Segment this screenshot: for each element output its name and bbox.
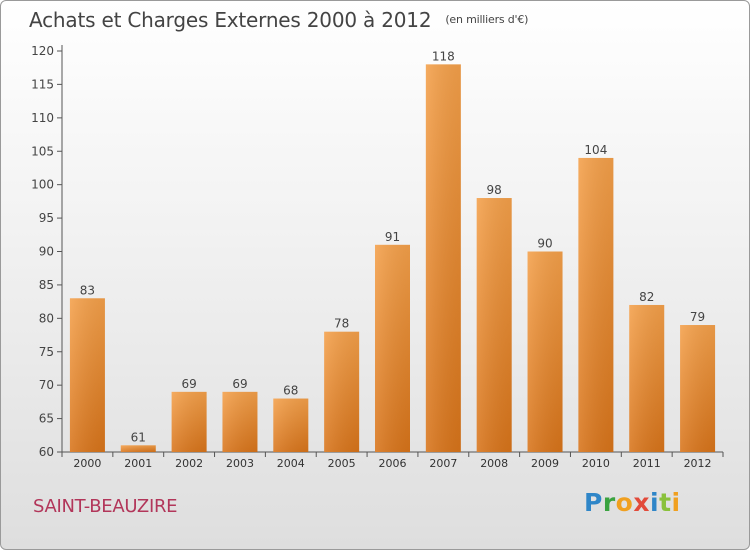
x-tick-label: 2007 — [429, 457, 457, 470]
y-tick-label: 105 — [31, 144, 54, 158]
x-tick-label: 2004 — [277, 457, 305, 470]
x-tick-label: 2011 — [633, 457, 661, 470]
bar-shade — [324, 331, 360, 452]
commune-name: SAINT-BEAUZIRE — [33, 496, 178, 517]
y-tick-label: 60 — [39, 445, 54, 459]
bar-value-label: 61 — [131, 430, 146, 444]
y-tick-label: 95 — [39, 211, 54, 225]
bar-value-label: 78 — [334, 317, 349, 331]
x-tick-label: 2009 — [531, 457, 559, 470]
y-tick-label: 70 — [39, 378, 54, 392]
x-tick-label: 2002 — [175, 457, 203, 470]
bar-shade — [680, 325, 716, 452]
chart-title-text: Achats et Charges Externes 2000 à 2012 — [29, 8, 432, 32]
bar-shade — [120, 445, 156, 452]
y-tick-label: 85 — [39, 278, 54, 292]
bar-value-label: 118 — [432, 49, 455, 63]
x-tick-label: 2003 — [226, 457, 254, 470]
bar-value-label: 90 — [537, 237, 552, 251]
proxiti-logo: Proxiti — [584, 488, 681, 517]
bar-shade — [476, 198, 512, 452]
bar-shade — [171, 391, 207, 452]
x-tick-label: 2001 — [124, 457, 152, 470]
chart-title: Achats et Charges Externes 2000 à 2012 (e… — [29, 8, 528, 32]
bar-shade — [578, 157, 614, 452]
bar-value-label: 68 — [283, 384, 298, 398]
x-tick-label: 2008 — [480, 457, 508, 470]
y-tick-label: 80 — [39, 311, 54, 325]
x-tick-label: 2010 — [582, 457, 610, 470]
bar-shade — [527, 251, 563, 452]
bar-shade — [375, 244, 410, 452]
chart-unit-label: (en milliers d'€) — [445, 13, 529, 26]
x-tick-label: 2005 — [328, 457, 356, 470]
bar-value-label: 98 — [487, 183, 502, 197]
y-tick-label: 75 — [39, 345, 54, 359]
y-tick-label: 115 — [31, 77, 54, 91]
bar-shade — [425, 64, 461, 452]
bar-value-label: 82 — [639, 290, 654, 304]
bar-shade — [222, 391, 258, 452]
bar-value-label: 69 — [232, 377, 247, 391]
y-tick-label: 120 — [31, 44, 54, 58]
y-tick-label: 65 — [39, 412, 54, 426]
bar-shade — [273, 398, 309, 452]
bar-value-label: 69 — [181, 377, 196, 391]
x-tick-label: 2000 — [73, 457, 101, 470]
y-tick-label: 100 — [31, 178, 54, 192]
x-tick-label: 2012 — [684, 457, 712, 470]
bar-value-label: 91 — [385, 230, 400, 244]
y-tick-label: 90 — [39, 245, 54, 259]
bar-value-label: 79 — [690, 310, 705, 324]
y-tick-label: 110 — [31, 111, 54, 125]
bar-shade — [69, 298, 105, 452]
bar-value-label: 104 — [584, 143, 607, 157]
x-tick-label: 2006 — [379, 457, 407, 470]
bar-shade — [629, 304, 665, 452]
bar-value-label: 83 — [80, 283, 95, 297]
